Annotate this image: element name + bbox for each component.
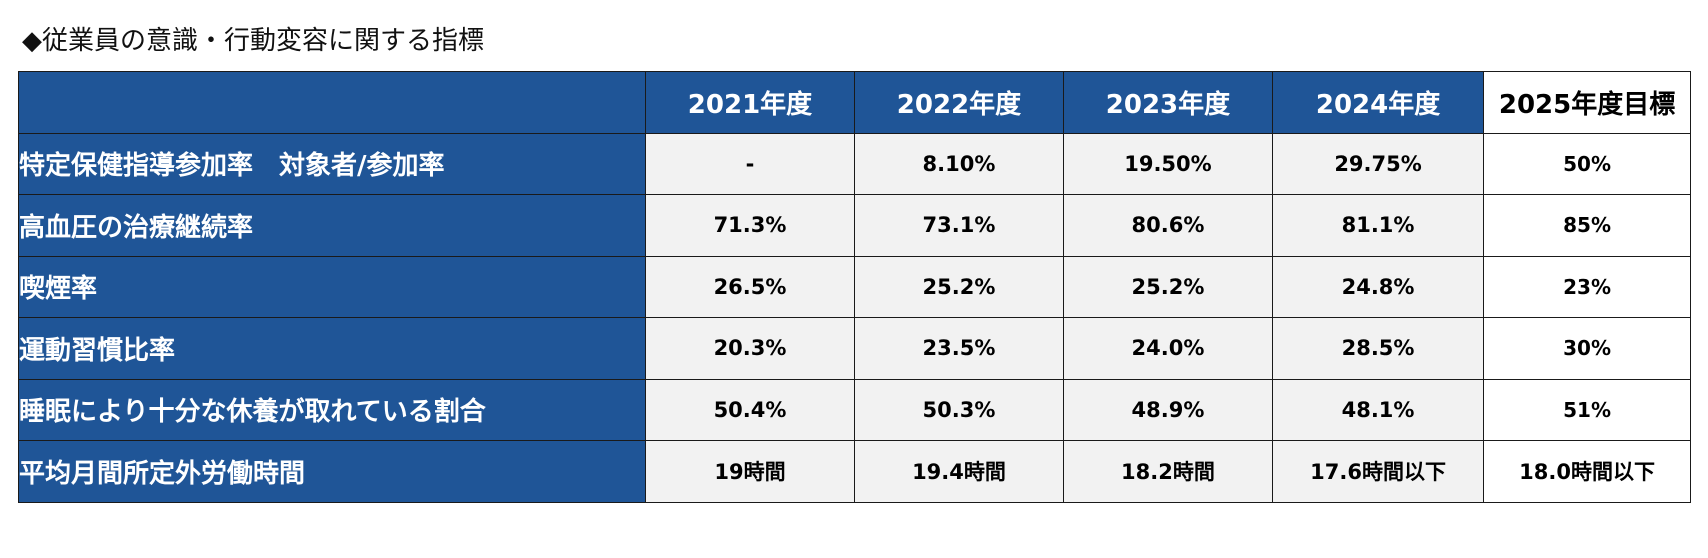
table-row: 睡眠により十分な休養が取れている割合 50.4% 50.3% 48.9% 48.…	[18, 378, 1691, 441]
column-header-2022: 2022年度	[853, 71, 1064, 134]
table-cell: 23.5%	[853, 317, 1064, 380]
row-label: 高血圧の治療継続率	[18, 194, 646, 257]
table-cell: 18.2時間	[1062, 440, 1273, 503]
table-cell: 20.3%	[645, 317, 855, 380]
column-header-2021: 2021年度	[645, 71, 855, 134]
table-cell: 71.3%	[645, 194, 855, 257]
table-cell: -	[645, 132, 855, 195]
table-cell: 17.6時間以下	[1271, 440, 1485, 503]
table-row: 運動習慣比率 20.3% 23.5% 24.0% 28.5% 30%	[18, 317, 1691, 380]
table-cell: 73.1%	[853, 194, 1064, 257]
table-cell: 48.1%	[1271, 378, 1485, 441]
table-cell: 50.4%	[645, 378, 855, 441]
table-row: 特定保健指導参加率 対象者/参加率 - 8.10% 19.50% 29.75% …	[18, 132, 1691, 195]
table-cell: 24.8%	[1271, 255, 1485, 318]
table-cell: 50.3%	[853, 378, 1064, 441]
row-label: 喫煙率	[18, 255, 646, 318]
target-cell: 50%	[1483, 132, 1691, 195]
metrics-table: 2021年度 2022年度 2023年度 2024年度 2025年度目標 特定保…	[18, 71, 1691, 503]
page-title: ◆従業員の意識・行動変容に関する指標	[22, 26, 484, 56]
target-cell: 23%	[1483, 255, 1691, 318]
row-label: 特定保健指導参加率 対象者/参加率	[18, 132, 646, 195]
target-cell: 18.0時間以下	[1483, 440, 1691, 503]
target-cell: 30%	[1483, 317, 1691, 380]
table-cell: 19時間	[645, 440, 855, 503]
table-cell: 81.1%	[1271, 194, 1485, 257]
target-cell: 51%	[1483, 378, 1691, 441]
table-row: 喫煙率 26.5% 25.2% 25.2% 24.8% 23%	[18, 255, 1691, 318]
column-header-2025-target: 2025年度目標	[1483, 71, 1691, 134]
table-cell: 8.10%	[853, 132, 1064, 195]
table-row: 高血圧の治療継続率 71.3% 73.1% 80.6% 81.1% 85%	[18, 194, 1691, 257]
table-cell: 48.9%	[1062, 378, 1273, 441]
table-cell: 25.2%	[1062, 255, 1273, 318]
table-cell: 19.50%	[1062, 132, 1273, 195]
table-cell: 28.5%	[1271, 317, 1485, 380]
table-cell: 29.75%	[1271, 132, 1485, 195]
table-cell: 26.5%	[645, 255, 855, 318]
table-cell: 25.2%	[853, 255, 1064, 318]
row-label: 運動習慣比率	[18, 317, 646, 380]
row-label: 平均月間所定外労働時間	[18, 440, 646, 503]
table-cell: 80.6%	[1062, 194, 1273, 257]
target-cell: 85%	[1483, 194, 1691, 257]
corner-cell	[18, 71, 646, 134]
table-cell: 24.0%	[1062, 317, 1273, 380]
header-row: 2021年度 2022年度 2023年度 2024年度 2025年度目標	[18, 71, 1691, 134]
table-cell: 19.4時間	[853, 440, 1064, 503]
column-header-2024: 2024年度	[1271, 71, 1485, 134]
column-header-2023: 2023年度	[1062, 71, 1273, 134]
row-label: 睡眠により十分な休養が取れている割合	[18, 378, 646, 441]
table-row: 平均月間所定外労働時間 19時間 19.4時間 18.2時間 17.6時間以下 …	[18, 440, 1691, 503]
